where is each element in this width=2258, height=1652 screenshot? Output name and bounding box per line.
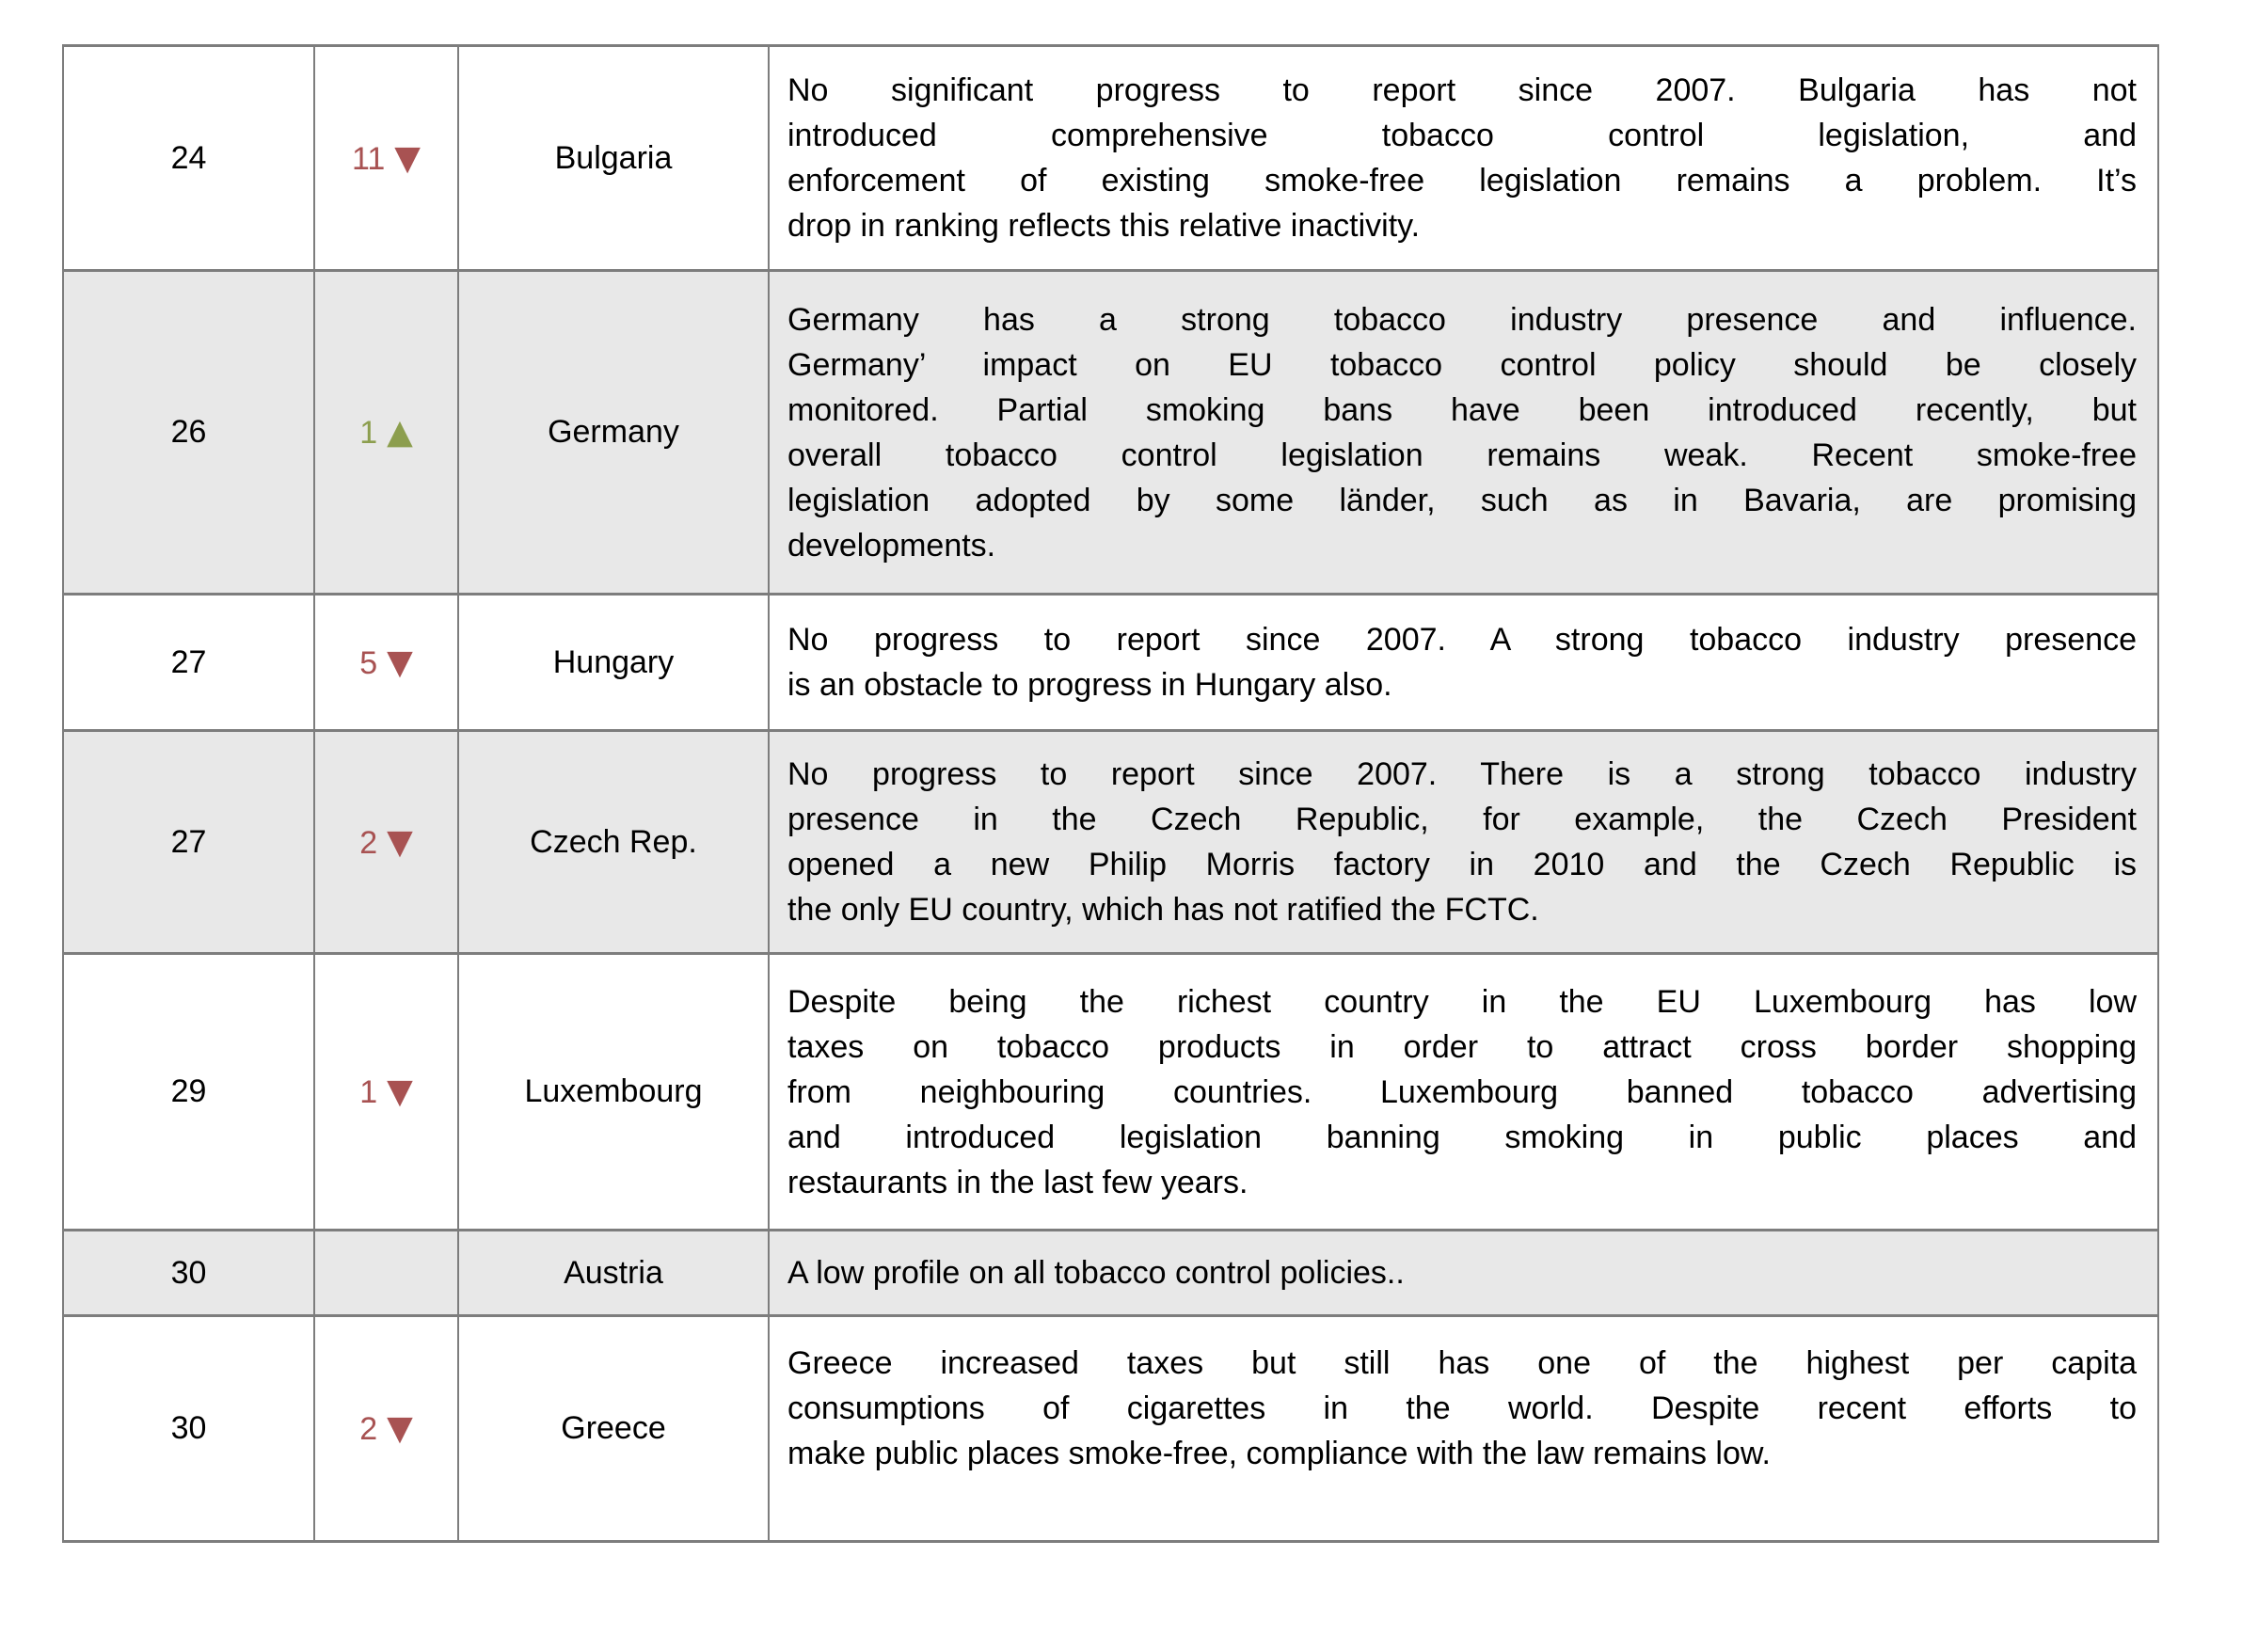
rank-cell: 24 [62,44,315,272]
rank-value: 30 [170,1254,207,1291]
country-cell: Hungary [457,593,770,732]
ranking-table: 24 11 ▼ Bulgaria No significant progress … [62,44,2159,1543]
change-value: 1 [359,415,378,451]
country-cell: Greece [457,1314,770,1543]
change-value: 5 [359,644,378,681]
country-name: Czech Rep. [530,823,697,860]
rank-value: 27 [170,823,207,860]
comment-cell: Germany has a strong tobacco industry pr… [768,269,2159,596]
comment-line: from neighbouring countries. Luxembourg … [787,1073,2137,1110]
comment-cell: No progress to report since 2007. There … [768,729,2159,955]
comment-line: restaurants in the last few years. [787,1164,1248,1200]
table-row: 26 1 ▲ Germany Germany has a strong tobac… [62,269,2159,596]
table-row: 24 11 ▼ Bulgaria No significant progress … [62,44,2159,272]
comment-line: A low profile on all tobacco control pol… [787,1255,1405,1291]
comment-line: legislation adopted by some länder, such… [787,482,2137,518]
rank-change: 11 ▼ [352,138,421,178]
comment-line: the only EU country, which has not ratif… [787,892,1539,928]
country-cell: Austria [457,1229,770,1317]
comment-line: make public places smoke-free, complianc… [787,1436,1772,1471]
change-value: 11 [352,140,386,177]
comment-line: developments. [787,527,996,564]
rank-change: 1 ▲ [359,413,413,452]
table-row: 30 Austria A low profile on all tobacco … [62,1229,2159,1317]
change-cell: 2 ▼ [313,729,459,955]
country-name: Bulgaria [554,139,673,176]
down-arrow-icon: ▼ [387,643,413,682]
country-name: Luxembourg [524,1073,703,1109]
table-row: 29 1 ▼ Luxembourg Despite being the riche… [62,952,2159,1231]
rank-change: 2 ▼ [359,1409,413,1448]
change-value: 2 [359,824,378,861]
table-row: 27 2 ▼ Czech Rep. No progress to report s… [62,729,2159,955]
rank-change: 1 ▼ [359,1072,413,1111]
country-cell: Luxembourg [457,952,770,1231]
rank-value: 26 [170,414,207,450]
country-cell: Germany [457,269,770,596]
change-cell: 5 ▼ [313,593,459,732]
comment-line: No progress to report since 2007. A stro… [787,622,2137,658]
comment-line: consumptions of cigarettes in the world.… [787,1390,2137,1426]
rank-cell: 30 [62,1229,315,1317]
comment-cell: A low profile on all tobacco control pol… [768,1229,2159,1317]
comment-line: No significant progress to report since … [787,72,2137,108]
comment-line: presence in the Czech Republic, for exam… [787,802,2137,837]
comment-cell: No significant progress to report since … [768,44,2159,272]
rank-value: 27 [170,643,207,680]
comment-line: is an obstacle to progress in Hungary al… [787,667,1392,703]
rank-cell: 29 [62,952,315,1231]
comment-line: No progress to report since 2007. There … [787,756,2137,792]
down-arrow-icon: ▼ [387,1072,413,1111]
up-arrow-icon: ▲ [387,413,413,452]
country-name: Austria [564,1254,663,1291]
change-value: 2 [359,1411,378,1447]
comment-line: Greece increased taxes but still has one… [787,1345,2137,1381]
country-cell: Czech Rep. [457,729,770,955]
change-value: 1 [359,1074,378,1110]
rank-change: 2 ▼ [359,822,413,862]
change-cell: 2 ▼ [313,1314,459,1543]
rank-cell: 26 [62,269,315,596]
comment-cell: No progress to report since 2007. A stro… [768,593,2159,732]
down-arrow-icon: ▼ [387,1409,413,1448]
table-row: 27 5 ▼ Hungary No progress to report sinc… [62,593,2159,732]
comment-line: opened a new Philip Morris factory in 20… [787,847,2137,882]
comment-line: drop in ranking reflects this relative i… [787,208,1421,244]
change-cell: 11 ▼ [313,44,459,272]
comment-line: taxes on tobacco products in order to at… [787,1028,2137,1065]
change-cell: 1 ▲ [313,269,459,596]
country-name: Germany [548,414,679,450]
rank-value: 24 [170,139,207,176]
rank-value: 30 [170,1410,207,1446]
country-name: Greece [561,1410,666,1446]
comment-line: Germany has a strong tobacco industry pr… [787,301,2137,338]
down-arrow-icon: ▼ [387,822,413,862]
change-cell: 1 ▼ [313,952,459,1231]
comment-line: monitored. Partial smoking bans have bee… [787,391,2137,428]
rank-change: 5 ▼ [359,643,413,682]
rank-cell: 27 [62,729,315,955]
comment-cell: Greece increased taxes but still has one… [768,1314,2159,1543]
comment-line: introduced comprehensive tobacco control… [787,118,2137,153]
country-name: Hungary [552,643,675,680]
comment-line: Germany’ impact on EU tobacco control po… [787,346,2137,383]
change-cell [313,1229,459,1317]
country-cell: Bulgaria [457,44,770,272]
comment-line: Despite being the richest country in the… [787,983,2137,1020]
table-row: 30 2 ▼ Greece Greece increased taxes but … [62,1314,2159,1543]
comment-line: enforcement of existing smoke-free legis… [787,163,2137,199]
down-arrow-icon: ▼ [394,138,421,178]
rank-value: 29 [170,1073,207,1109]
comment-line: overall tobacco control legislation rema… [787,437,2137,473]
comment-line: and introduced legislation banning smoki… [787,1119,2137,1155]
rank-cell: 30 [62,1314,315,1543]
rank-cell: 27 [62,593,315,732]
comment-cell: Despite being the richest country in the… [768,952,2159,1231]
